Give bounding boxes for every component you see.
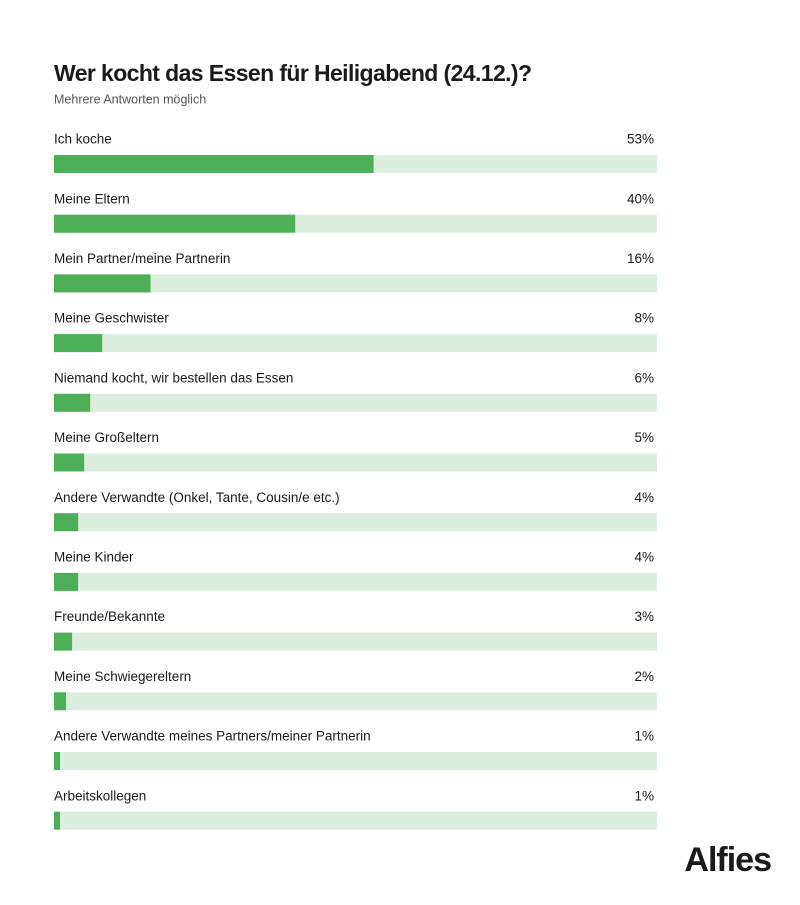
value-label: 16% <box>627 251 654 266</box>
value-label: 4% <box>634 549 654 564</box>
bar <box>54 752 61 770</box>
bar-track <box>54 811 657 830</box>
category-label: Meine Schwiegereltern <box>54 669 191 684</box>
category-label: Andere Verwandte meines Partners/meiner … <box>54 729 371 744</box>
bar <box>54 155 374 173</box>
value-label: 6% <box>634 370 654 385</box>
bar-track <box>54 692 657 711</box>
bar <box>54 393 91 412</box>
bar-track <box>54 274 657 293</box>
value-label: 8% <box>634 311 654 326</box>
value-label: 40% <box>627 191 654 206</box>
bar-track <box>54 334 657 353</box>
value-label: 1% <box>634 729 654 744</box>
bar <box>54 513 79 532</box>
bar-track <box>54 572 657 591</box>
value-label: 53% <box>627 132 654 147</box>
category-label: Meine Kinder <box>54 549 134 564</box>
value-label: 1% <box>634 788 654 803</box>
brand-logo: Alfies <box>684 841 771 879</box>
bar <box>54 572 79 591</box>
bar <box>54 632 73 651</box>
value-label: 5% <box>634 430 654 445</box>
category-label: Freunde/Bekannte <box>54 609 165 624</box>
category-label: Meine Geschwister <box>54 311 169 326</box>
category-label: Ich koche <box>54 132 112 147</box>
bar-track <box>54 752 657 770</box>
category-label: Mein Partner/meine Partnerin <box>54 251 230 266</box>
bar <box>54 334 103 353</box>
chart-subtitle: Mehrere Antworten möglich <box>54 92 206 106</box>
bar <box>54 811 61 830</box>
bar <box>54 692 67 711</box>
bar <box>54 453 85 472</box>
bar-track <box>54 513 657 532</box>
bar-track <box>54 453 657 472</box>
bar <box>54 274 151 293</box>
category-label: Andere Verwandte (Onkel, Tante, Cousin/e… <box>54 490 340 505</box>
category-label: Meine Eltern <box>54 191 130 206</box>
value-label: 4% <box>634 490 654 505</box>
bar <box>54 214 296 233</box>
bar-track <box>54 393 657 412</box>
category-label: Arbeitskollegen <box>54 788 146 803</box>
bar-track <box>54 632 657 651</box>
value-label: 2% <box>634 669 654 684</box>
chart-title: Wer kocht das Essen für Heiligabend (24.… <box>54 60 531 86</box>
category-label: Niemand kocht, wir bestellen das Essen <box>54 370 293 385</box>
value-label: 3% <box>634 609 654 624</box>
category-label: Meine Großeltern <box>54 430 159 445</box>
